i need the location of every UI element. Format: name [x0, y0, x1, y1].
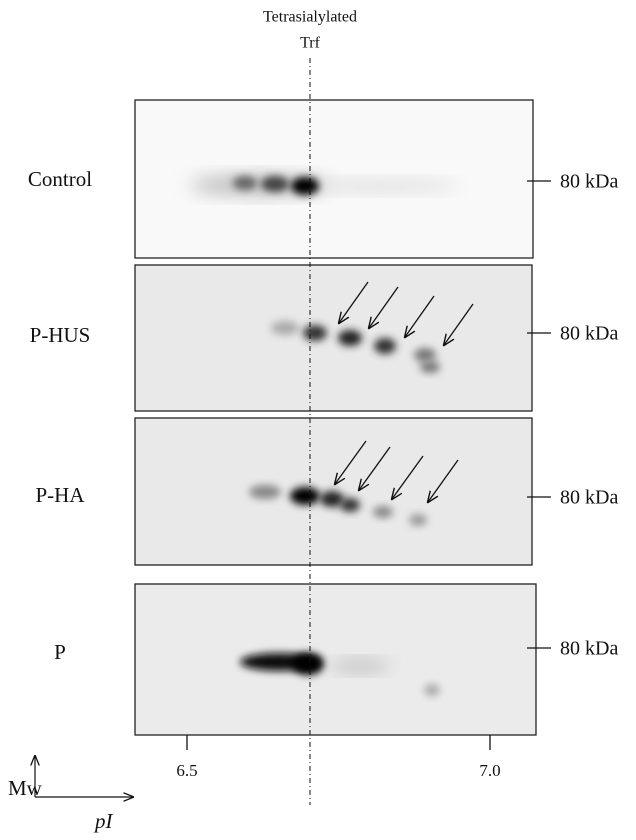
mw-marker: 80 kDa	[560, 638, 618, 660]
panel-label: P	[54, 640, 66, 664]
panel-label: Control	[28, 167, 92, 191]
mw-marker: 80 kDa	[560, 323, 618, 345]
panel-label: P-HA	[35, 483, 85, 507]
mw-marker: 80 kDa	[560, 171, 618, 193]
header-line: Trf	[300, 35, 321, 52]
mw-marker: 80 kDa	[560, 487, 618, 509]
x-axis-label: pI	[93, 809, 114, 833]
pi-tick-label: 7.0	[479, 761, 500, 780]
pi-tick-label: 6.5	[176, 761, 197, 780]
y-axis-label: Mw	[8, 776, 43, 800]
header-line: Tetrasialylated	[263, 9, 357, 26]
panel-label: P-HUS	[30, 323, 91, 347]
gel-panel	[134, 99, 534, 259]
gel-panel	[134, 417, 533, 566]
gel-panel	[134, 583, 537, 736]
gel-panel	[134, 264, 533, 412]
